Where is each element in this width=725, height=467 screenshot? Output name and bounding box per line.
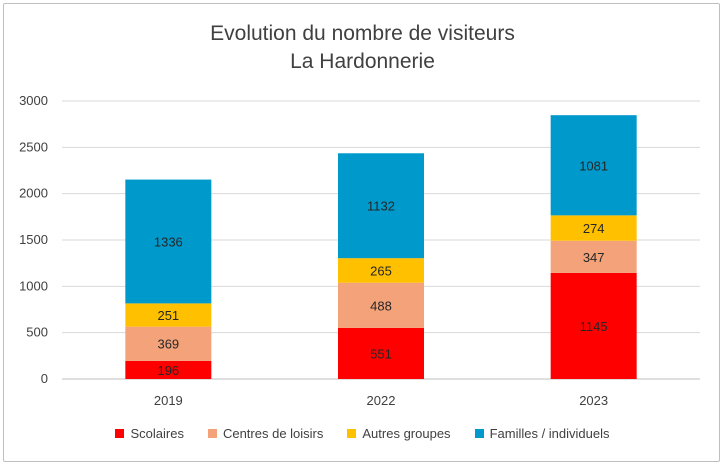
bar-segment	[125, 326, 212, 361]
legend-item: Autres groupes	[347, 426, 451, 441]
legend-item: Centres de loisirs	[207, 426, 324, 441]
legend-label: Familles / individuels	[489, 426, 610, 441]
y-tick-label: 0	[41, 371, 48, 386]
data-label: 551	[370, 346, 392, 361]
chart-subtitle: La Hardonnerie	[290, 50, 435, 73]
x-tick-label: 2019	[154, 393, 183, 408]
legend-swatch	[474, 429, 484, 438]
legend-item: Familles / individuels	[474, 426, 610, 441]
bar-segment	[125, 179, 212, 304]
legend-swatch	[207, 429, 217, 438]
legend-swatch	[347, 429, 357, 438]
data-label: 1081	[579, 158, 608, 173]
x-tick-label: 2022	[367, 393, 396, 408]
y-tick-label: 2500	[19, 139, 48, 154]
bar-segment	[338, 327, 424, 379]
y-tick-label: 500	[26, 325, 48, 340]
bar-segment	[550, 272, 637, 379]
chart-title: Evolution du nombre de visiteurs	[210, 22, 515, 45]
bar-segment	[125, 360, 212, 379]
data-label: 1132	[367, 199, 395, 214]
bar-segment	[550, 115, 637, 216]
data-label: 347	[583, 250, 605, 265]
y-tick-label: 2000	[19, 186, 48, 201]
data-label: 251	[157, 308, 179, 323]
bar-segment	[125, 303, 212, 327]
data-label: 1145	[580, 319, 608, 334]
legend-label: Centres de loisirs	[222, 426, 324, 441]
data-label: 1336	[154, 234, 183, 249]
data-label: 369	[157, 337, 179, 352]
y-tick-label: 1500	[19, 232, 48, 247]
bar-segment	[338, 282, 424, 328]
bar-segment	[338, 258, 424, 283]
data-label: 196	[157, 363, 179, 378]
legend-item: Scolaires	[115, 426, 184, 441]
legend: Scolaires Centres de loisirs Autres groupe…	[0, 426, 725, 441]
legend-label: Autres groupes	[362, 426, 451, 441]
bar-segment	[338, 153, 424, 259]
legend-label: Scolaires	[130, 426, 184, 441]
bar-segment	[550, 240, 637, 273]
data-label: 488	[370, 298, 392, 313]
bar-segment	[550, 215, 637, 241]
legend-swatch	[115, 429, 125, 438]
y-tick-label: 3000	[19, 93, 48, 108]
x-tick-label: 2023	[579, 393, 608, 408]
data-label: 265	[370, 263, 392, 278]
data-label: 274	[583, 221, 605, 236]
y-tick-label: 1000	[19, 278, 48, 293]
